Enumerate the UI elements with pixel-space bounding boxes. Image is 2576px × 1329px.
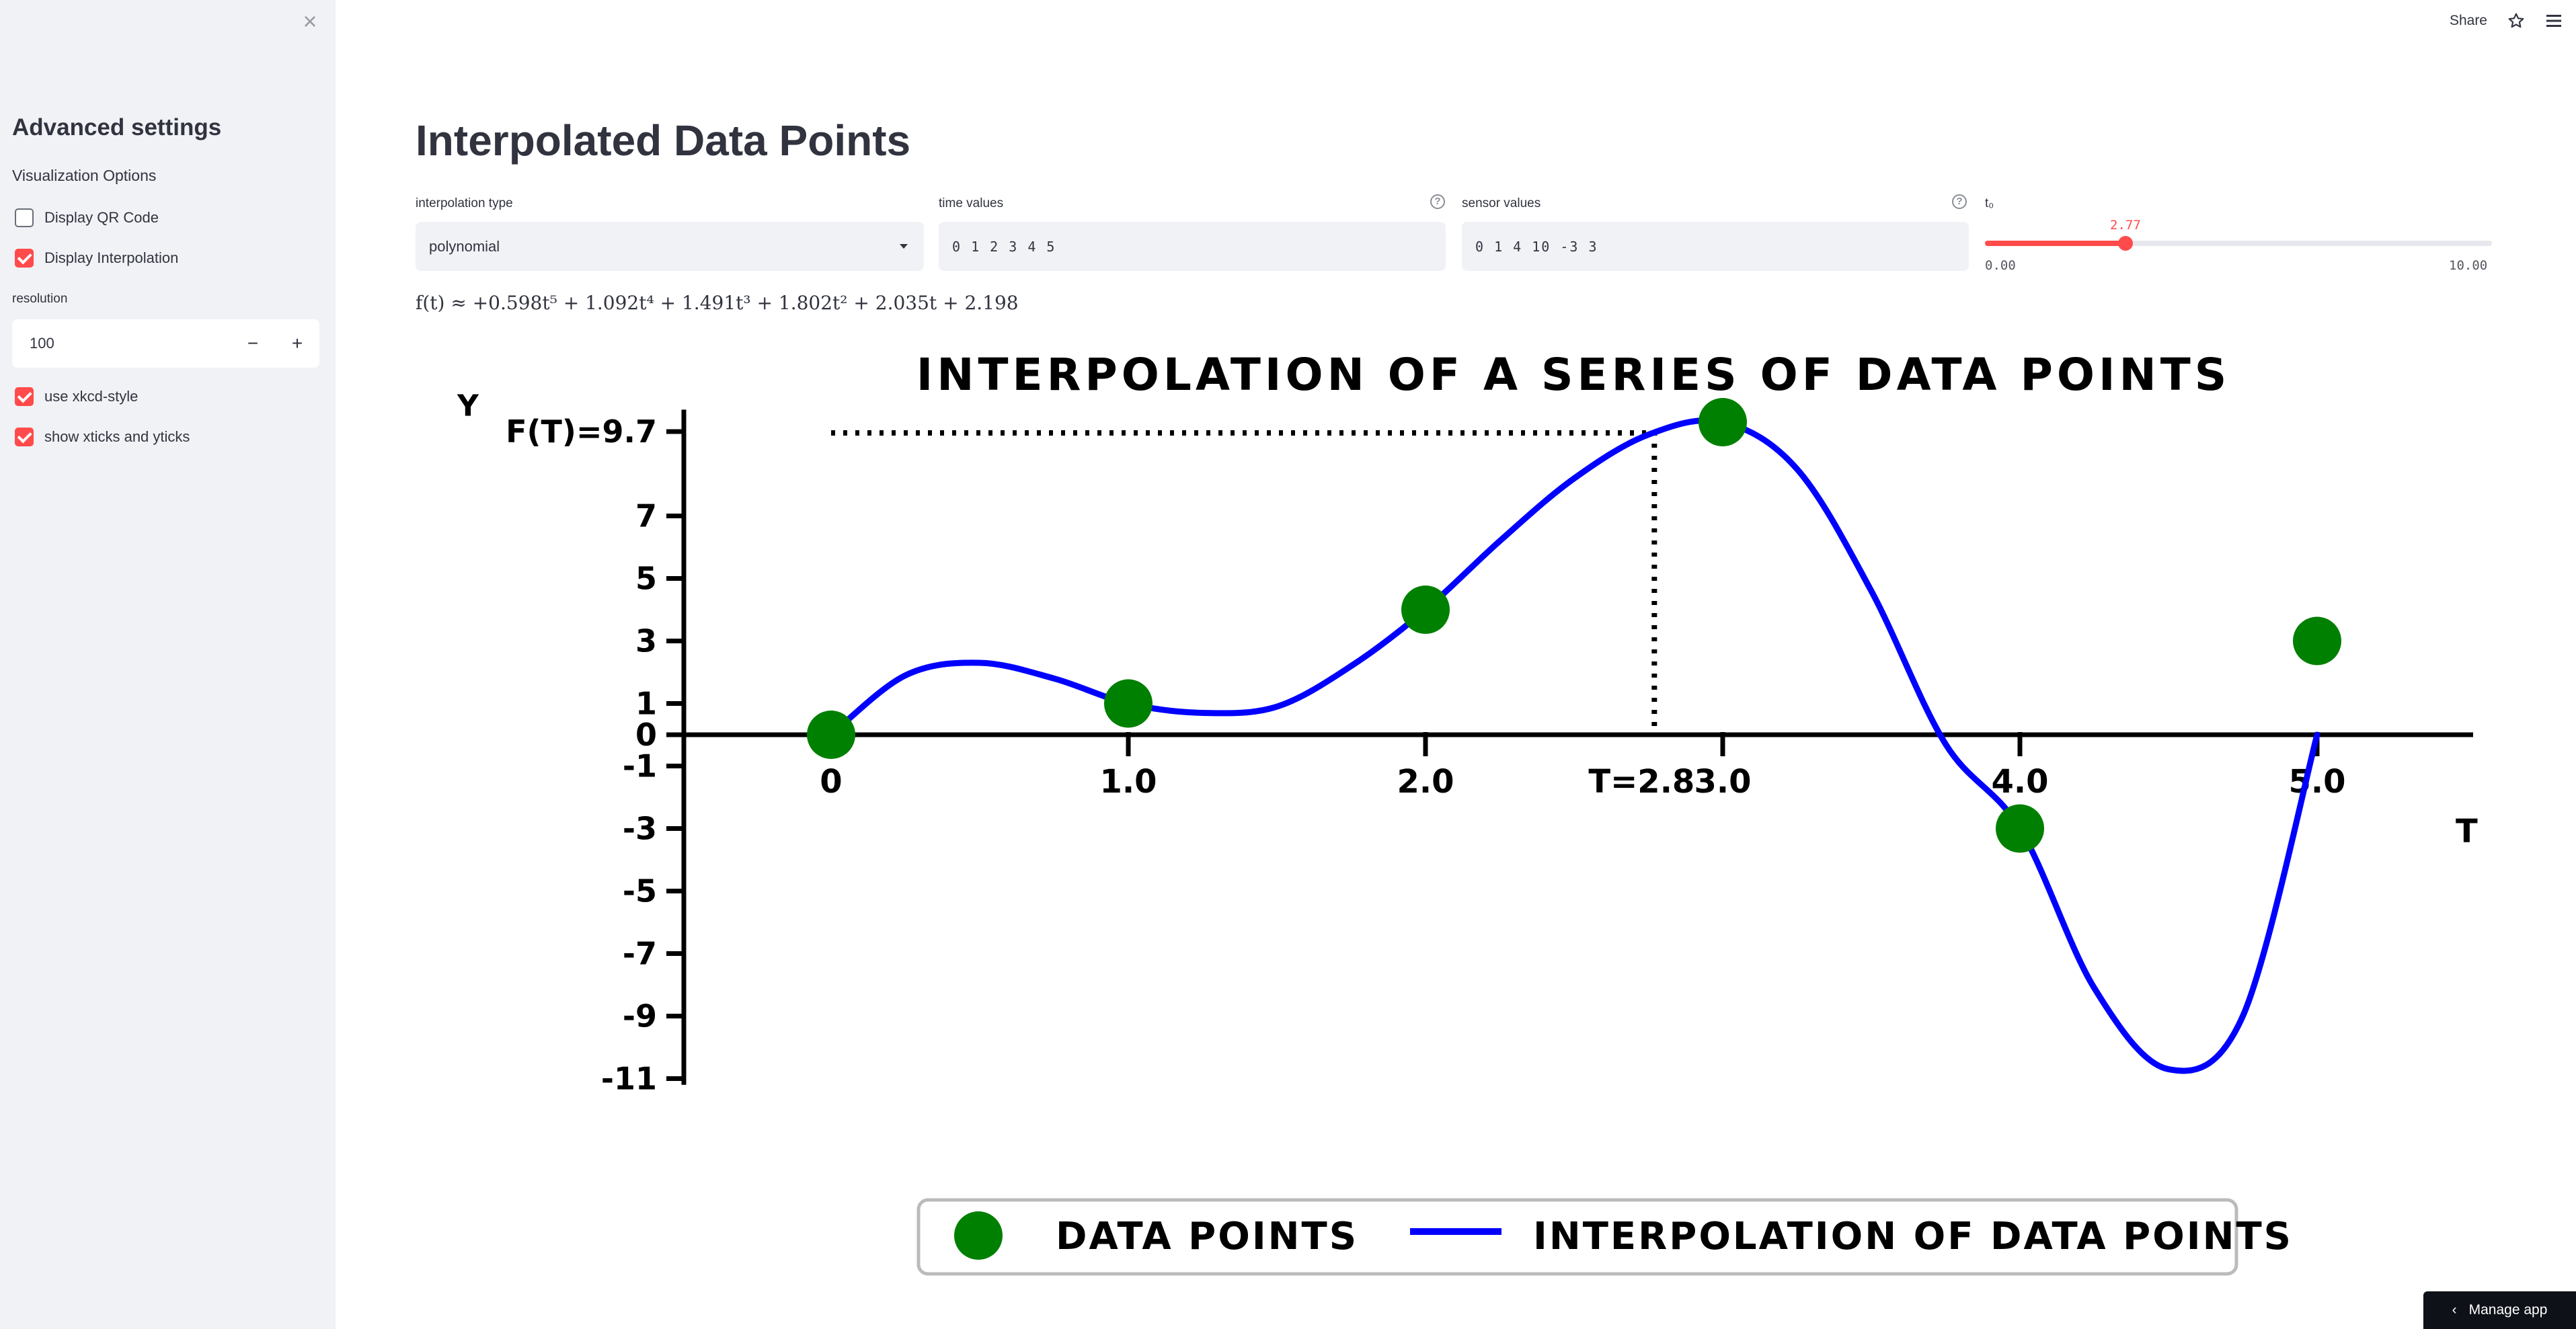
increment-button[interactable]: + [291,333,303,354]
y-tick-label: 3 [635,623,657,659]
app-header: Share [2450,12,2563,30]
checkbox-box[interactable] [15,387,34,406]
x-tick-label: 5.0 [2288,763,2345,801]
interpolation-chart: INTERPOLATION OF A SERIES OF DATA POINTS… [457,349,2478,1276]
y-tick-label: F(T)=9.7 [506,413,657,450]
x-tick-label: 0 [820,763,842,801]
t0-slider-value: 2.77 [2110,218,2141,233]
resolution-value[interactable]: 100 [30,335,54,352]
checkbox-display-qr-code[interactable]: Display QR Code [15,206,159,230]
interpolation-formula: f(t) ≈ +0.598t⁵ + 1.092t⁴ + 1.491t³ + 1.… [416,292,1019,314]
checkbox-display-interpolation[interactable]: Display Interpolation [15,246,178,270]
sidebar-subheader: Visualization Options [12,167,157,184]
share-button[interactable]: Share [2449,13,2487,28]
x-tick-label: T=2.8 [1588,763,1694,801]
checkbox-use-xkcd-style[interactable]: use xkcd-style [15,385,138,409]
y-tick-label: 1 [635,686,657,722]
data-point [1401,586,1450,634]
slider-max-label: 10.00 [2449,258,2488,273]
sensor-values-label: sensor values [1462,196,1541,210]
y-tick-label: -1 [623,748,657,784]
y-tick-label: 7 [635,498,657,534]
legend-marker-data-points [954,1211,1003,1260]
chevron-left-icon: ‹ [2452,1302,2457,1318]
checkbox-label: Display Interpolation [44,249,179,266]
y-tick-label: 5 [635,561,657,597]
time-values-input[interactable]: 0 1 2 3 4 5 [939,222,1446,271]
main-menu-icon[interactable] [2545,13,2563,29]
time-values-label: time values [939,196,1004,210]
y-axis-label: Y [457,389,479,424]
chart-title: INTERPOLATION OF A SERIES OF DATA POINTS [916,349,2231,401]
checkbox-box[interactable] [15,428,34,446]
slider-fill [1985,241,2125,246]
data-point [1996,804,2044,853]
chevron-down-icon [900,244,908,249]
page-title: Interpolated Data Points [416,116,911,165]
x-tick-label: 2.0 [1397,763,1454,801]
help-icon[interactable]: ? [1430,194,1445,209]
x-tick-label: 1.0 [1099,763,1157,801]
time-values-value[interactable]: 0 1 2 3 4 5 [952,238,1056,255]
data-point [1699,398,1747,446]
legend-box [916,1198,2238,1276]
sidebar-title: Advanced settings [12,114,222,140]
slider-min-label: 0.00 [1985,258,2016,273]
checkbox-label: show xticks and yticks [44,428,190,445]
checkbox-label: use xkcd-style [44,388,139,405]
y-tick-label: -3 [623,811,657,847]
data-point [2293,616,2341,666]
data-point [807,711,855,759]
interpolation-type-select[interactable]: polynomial [416,222,924,271]
x-tick-label: 3.0 [1694,763,1751,801]
y-tick-label: -7 [623,936,657,972]
sensor-values-value[interactable]: 0 1 4 10 -3 3 [1475,238,1598,255]
legend-label: INTERPOLATION OF DATA POINTS [1533,1215,2293,1258]
y-tick-label: -5 [623,873,657,910]
star-icon[interactable] [2507,12,2525,30]
checkbox-label: Display QR Code [44,209,159,226]
x-tick-label: 4.0 [1991,763,2048,801]
sidebar: × Advanced settings Visualization Option… [0,0,336,1329]
checkbox-box[interactable] [15,249,34,268]
resolution-number-input[interactable]: 100 − + [12,319,319,368]
y-tick-label: 0 [635,717,657,753]
legend-label: DATA POINTS [1056,1215,1358,1258]
sensor-values-input[interactable]: 0 1 4 10 -3 3 [1462,222,1969,271]
data-point [1104,679,1153,728]
decrement-button[interactable]: − [247,333,259,354]
y-tick-label: -9 [623,998,657,1035]
manage-app-label: Manage app [2468,1302,2548,1318]
checkbox-show-ticks[interactable]: show xticks and yticks [15,425,190,449]
interpolation-type-label: interpolation type [416,196,513,210]
y-tick-label: -11 [601,1061,657,1097]
x-axis-label: T [2456,813,2478,850]
interpolation-line [828,417,2320,1074]
close-sidebar-icon[interactable]: × [303,7,317,35]
checkbox-box[interactable] [15,208,34,227]
t0-slider[interactable] [1985,236,2492,251]
t0-slider-label: t₀ [1985,196,1994,210]
manage-app-button[interactable]: ‹ Manage app [2423,1291,2576,1329]
slider-thumb[interactable] [2117,236,2133,251]
interpolation-type-value: polynomial [429,237,500,255]
help-icon[interactable]: ? [1952,194,1967,209]
resolution-label: resolution [12,292,68,306]
